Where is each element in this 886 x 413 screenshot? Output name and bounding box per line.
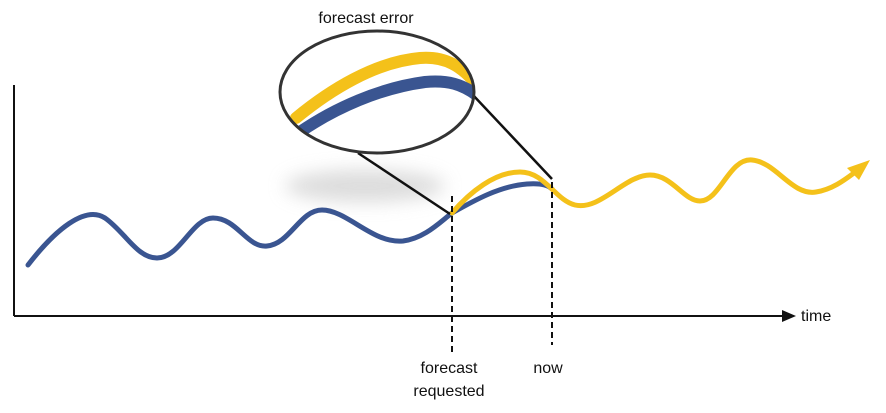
forecast-series-line <box>449 157 861 216</box>
magnified-observed-line <box>294 75 474 138</box>
magnifier-connector-right <box>471 93 553 180</box>
forecast-requested-label-line2: requested <box>413 383 484 400</box>
now-label: now <box>533 360 563 377</box>
magnified-forecast-line <box>290 51 474 124</box>
observed-series-line <box>25 207 455 268</box>
x-axis-label: time <box>801 308 831 325</box>
magnifier-outline <box>278 29 476 155</box>
x-axis-arrow-icon <box>782 310 796 322</box>
magnifier-connector-left <box>357 151 451 216</box>
forecast-arrow-icon <box>847 160 870 180</box>
forecast-requested-label-line1: forecast <box>421 360 478 377</box>
callout-title: forecast error <box>318 10 414 27</box>
magnifier-shadow <box>285 170 445 202</box>
forecast-error-magnifier <box>278 29 476 155</box>
